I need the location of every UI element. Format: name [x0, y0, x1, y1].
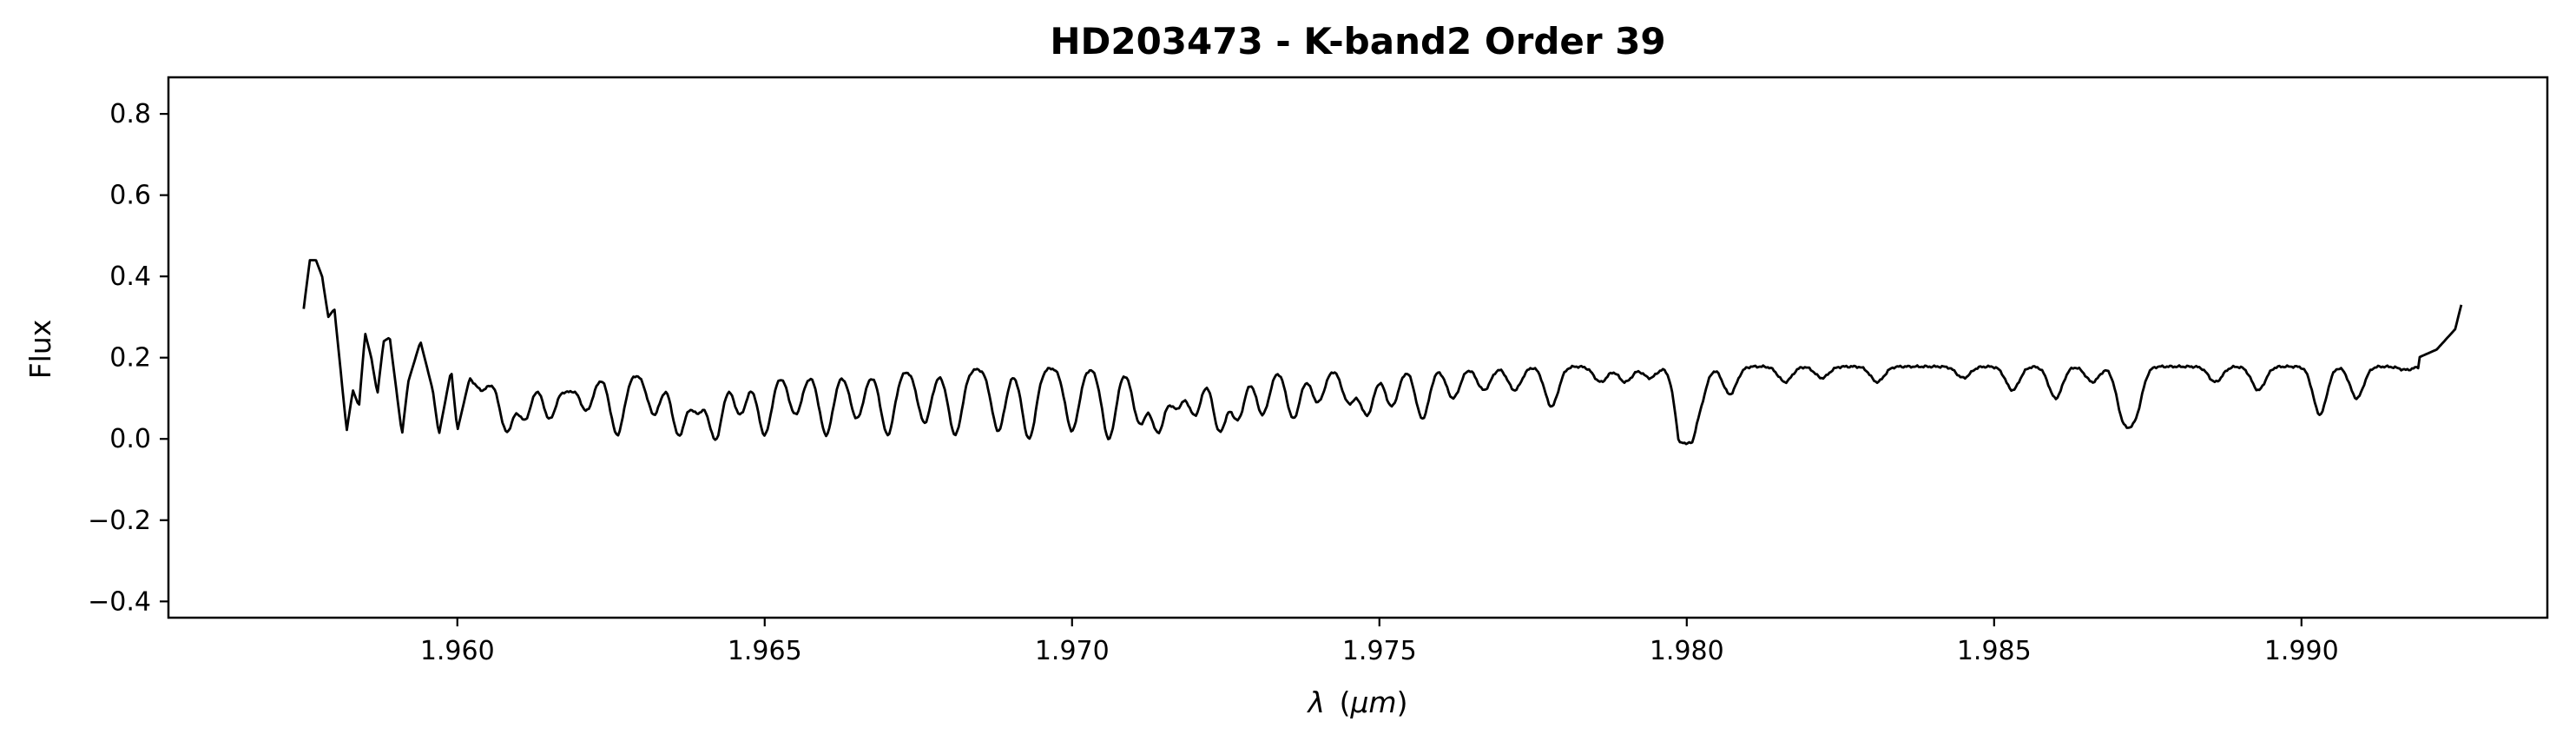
y-tick-label: 0.2	[109, 343, 151, 374]
x-tick-label: 1.970	[1035, 636, 1110, 666]
y-axis: −0.4 −0.2 0.0 0.2 0.4 0.6 0.8	[88, 99, 168, 617]
y-tick-label: −0.4	[88, 586, 151, 617]
y-axis-label: Flux	[23, 320, 57, 380]
plot-frame	[167, 76, 2549, 619]
y-tick-label: −0.2	[88, 506, 151, 536]
y-tick-label: 0.6	[109, 181, 151, 211]
x-axis-label: λ (μm)	[1307, 685, 1408, 719]
y-tick-label: 0.4	[109, 261, 151, 292]
x-tick-label: 1.960	[420, 636, 495, 666]
plot-area	[167, 76, 2549, 619]
x-tick-label: 1.965	[728, 636, 802, 666]
y-tick-label: 0.8	[109, 99, 151, 129]
x-axis-label-symbol: λ	[1307, 685, 1326, 719]
x-tick-label: 1.985	[1957, 636, 2032, 666]
x-tick-label: 1.975	[1342, 636, 1417, 666]
series-line-spectrum	[302, 259, 2463, 446]
x-axis-label-close: )	[1397, 685, 1408, 719]
x-axis-label-unit: μm	[1349, 685, 1396, 719]
x-tick-label: 1.980	[1650, 636, 1724, 666]
y-tick-label: 0.0	[109, 424, 151, 454]
x-axis-label-open: (	[1340, 685, 1351, 719]
x-tick-label: 1.990	[2264, 636, 2339, 666]
x-axis: 1.960 1.965 1.970 1.975 1.980 1.985 1.990	[420, 618, 2339, 666]
chart-title: HD203473 - K-band2 Order 39	[1050, 20, 1665, 63]
